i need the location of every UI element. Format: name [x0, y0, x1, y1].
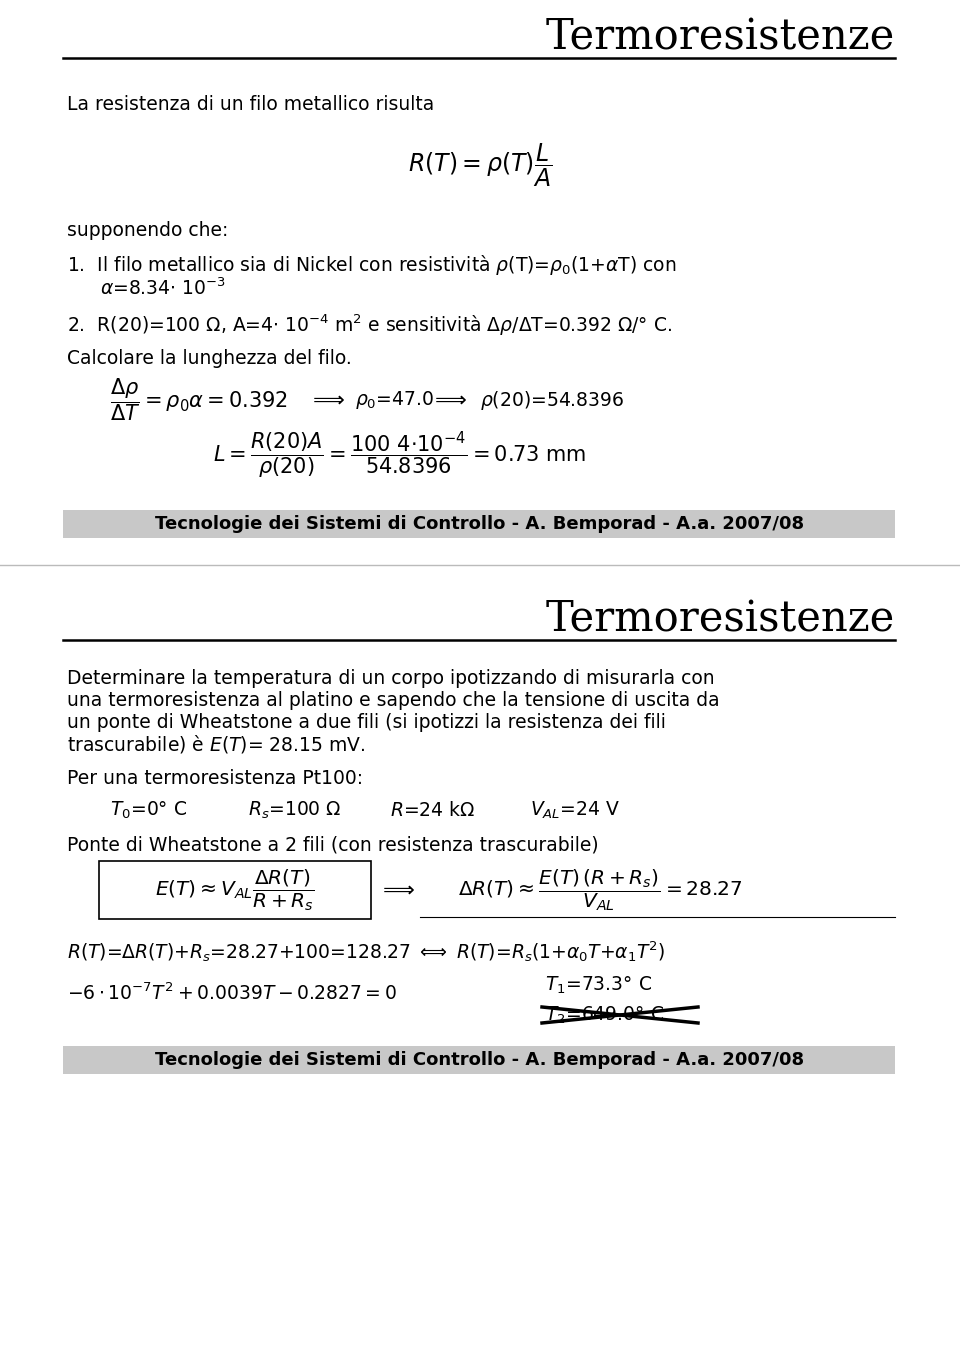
Text: Determinare la temperatura di un corpo ipotizzando di misurarla con: Determinare la temperatura di un corpo i…: [67, 668, 714, 688]
Text: Calcolare la lunghezza del filo.: Calcolare la lunghezza del filo.: [67, 349, 351, 368]
Text: Tecnologie dei Sistemi di Controllo - A. Bemporad - A.a. 2007/08: Tecnologie dei Sistemi di Controllo - A.…: [156, 1051, 804, 1069]
Text: Per una termoresistenza Pt100:: Per una termoresistenza Pt100:: [67, 768, 363, 787]
Text: $R(T)$=$\Delta R(T)$+$R_s$=28.27+100=128.27 $\Longleftrightarrow$ $R(T)$=$R_s$(1: $R(T)$=$\Delta R(T)$+$R_s$=28.27+100=128…: [67, 939, 665, 964]
Text: $T_2$=649.0° C: $T_2$=649.0° C: [545, 1005, 664, 1025]
Text: $R_s$=100 $\Omega$: $R_s$=100 $\Omega$: [248, 800, 342, 820]
Text: Ponte di Wheatstone a 2 fili (con resistenza trascurabile): Ponte di Wheatstone a 2 fili (con resist…: [67, 835, 599, 854]
Text: $V_{AL}$=24 V: $V_{AL}$=24 V: [530, 800, 620, 820]
Text: $E(T) \approx V_{AL}\dfrac{\Delta R(T)}{R+R_s}$: $E(T) \approx V_{AL}\dfrac{\Delta R(T)}{…: [156, 867, 315, 913]
Text: trascurabile) è $E(T)$= 28.15 mV.: trascurabile) è $E(T)$= 28.15 mV.: [67, 733, 366, 755]
Text: $R$=24 k$\Omega$: $R$=24 k$\Omega$: [390, 801, 475, 819]
Bar: [63, 1046, 895, 1074]
Text: $\Longrightarrow$: $\Longrightarrow$: [308, 390, 346, 410]
Text: 1.  Il filo metallico sia di Nickel con resistività $\rho$(T)=$\rho_0$(1+$\alpha: 1. Il filo metallico sia di Nickel con r…: [67, 253, 677, 278]
Text: $T_1$=73.3° C: $T_1$=73.3° C: [545, 975, 652, 995]
Text: La resistenza di un filo metallico risulta: La resistenza di un filo metallico risul…: [67, 96, 434, 115]
Bar: [63, 510, 895, 539]
Text: $L = \dfrac{R(20)A}{\rho(20)} = \dfrac{100 \ 4{\cdot}10^{-4}}{54.8396} = 0.73 \ : $L = \dfrac{R(20)A}{\rho(20)} = \dfrac{1…: [213, 429, 587, 481]
Text: Termoresistenze: Termoresistenze: [545, 599, 895, 641]
Text: Tecnologie dei Sistemi di Controllo - A. Bemporad - A.a. 2007/08: Tecnologie dei Sistemi di Controllo - A.…: [156, 515, 804, 533]
Text: $R(T) = \rho(T)\dfrac{L}{A}$: $R(T) = \rho(T)\dfrac{L}{A}$: [408, 141, 552, 189]
Text: $\Longrightarrow$: $\Longrightarrow$: [378, 880, 415, 899]
Text: $\rho$(20)=54.8396: $\rho$(20)=54.8396: [480, 388, 624, 411]
Text: $\Delta R(T) \approx \dfrac{E(T)\,(R+R_s)}{V_{AL}} = 28.27$: $\Delta R(T) \approx \dfrac{E(T)\,(R+R_s…: [458, 867, 742, 913]
Text: supponendo che:: supponendo che:: [67, 220, 228, 239]
Text: $-6 \cdot 10^{-7}T^2 + 0.0039T - 0.2827 = 0$: $-6 \cdot 10^{-7}T^2 + 0.0039T - 0.2827 …: [67, 983, 396, 1003]
Text: un ponte di Wheatstone a due fili (si ipotizzi la resistenza dei fili: un ponte di Wheatstone a due fili (si ip…: [67, 712, 666, 731]
Text: Termoresistenze: Termoresistenze: [545, 16, 895, 59]
Text: $\rho_0$=47.0: $\rho_0$=47.0: [355, 390, 434, 411]
Text: $\alpha$=8.34$\cdot$ 10$^{-3}$: $\alpha$=8.34$\cdot$ 10$^{-3}$: [100, 278, 226, 299]
FancyBboxPatch shape: [99, 861, 371, 919]
Text: $\Longrightarrow$: $\Longrightarrow$: [430, 390, 468, 410]
Text: 2.  R(20)=100 $\Omega$, A=4$\cdot$ 10$^{-4}$ m$^2$ e sensitività $\Delta\rho$/$\: 2. R(20)=100 $\Omega$, A=4$\cdot$ 10$^{-…: [67, 312, 672, 338]
Text: $T_0$=0° C: $T_0$=0° C: [110, 800, 187, 820]
Text: $\dfrac{\Delta\rho}{\Delta T} = \rho_0\alpha = 0.392$: $\dfrac{\Delta\rho}{\Delta T} = \rho_0\a…: [110, 377, 288, 424]
Text: una termoresistenza al platino e sapendo che la tensione di uscita da: una termoresistenza al platino e sapendo…: [67, 690, 720, 709]
